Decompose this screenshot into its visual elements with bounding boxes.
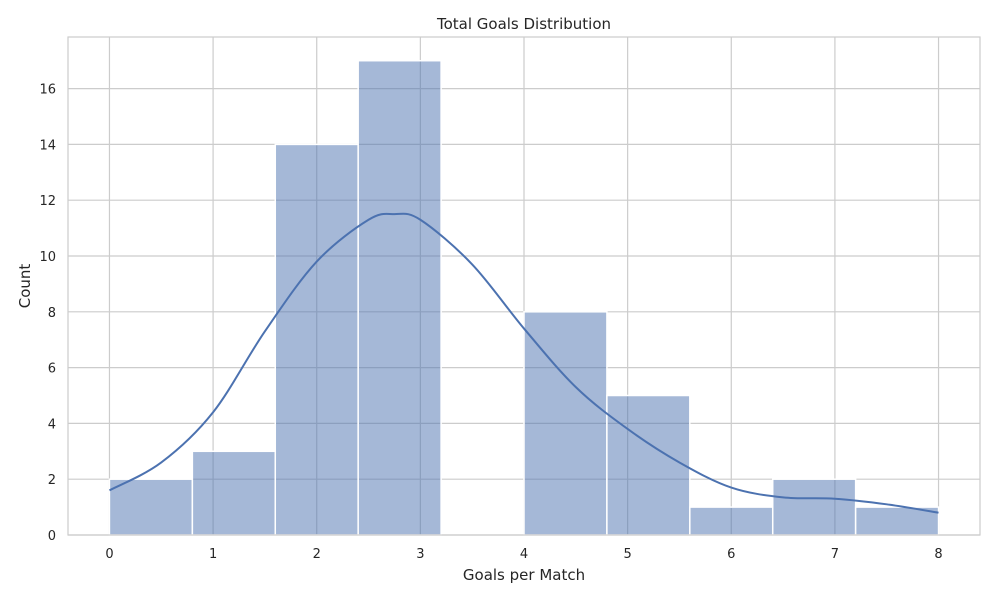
histogram-bar — [357, 59, 442, 536]
histogram-bars — [108, 59, 940, 536]
y-tick-label: 0 — [48, 529, 56, 544]
x-tick-label: 2 — [313, 547, 321, 562]
x-tick-labels: 0 1 2 3 4 5 6 7 8 — [105, 547, 942, 562]
y-tick-label: 2 — [48, 473, 56, 488]
y-tick-label: 10 — [39, 250, 56, 265]
histogram-bar — [274, 143, 359, 536]
x-axis-label: Goals per Match — [463, 566, 585, 584]
x-tick-label: 6 — [727, 547, 735, 562]
x-tick-label: 8 — [934, 547, 942, 562]
histogram-bar — [854, 506, 940, 536]
y-tick-label: 16 — [39, 83, 56, 98]
x-tick-label: 4 — [520, 547, 528, 562]
histogram-bar — [108, 478, 194, 536]
y-tick-label: 6 — [48, 362, 56, 377]
histogram-bar — [191, 450, 277, 536]
histogram-bar — [771, 478, 857, 536]
y-tick-label: 14 — [39, 138, 56, 153]
x-tick-label: 3 — [416, 547, 424, 562]
kde-curve — [108, 212, 939, 514]
y-axis-label: Count — [16, 264, 34, 309]
chart-title: Total Goals Distribution — [436, 15, 611, 33]
y-tick-label: 4 — [48, 417, 56, 432]
y-tick-label: 12 — [39, 194, 56, 209]
y-tick-label: 8 — [48, 306, 56, 321]
x-tick-label: 7 — [831, 547, 839, 562]
histogram-bar — [523, 311, 608, 536]
y-tick-labels: 0 2 4 6 8 10 12 14 16 — [39, 83, 56, 544]
plot-frame — [67, 36, 981, 536]
x-tick-label: 1 — [209, 547, 217, 562]
histogram-bar — [689, 506, 774, 536]
x-tick-label: 5 — [623, 547, 631, 562]
histogram-bar — [606, 394, 691, 536]
x-tick-label: 0 — [105, 547, 113, 562]
